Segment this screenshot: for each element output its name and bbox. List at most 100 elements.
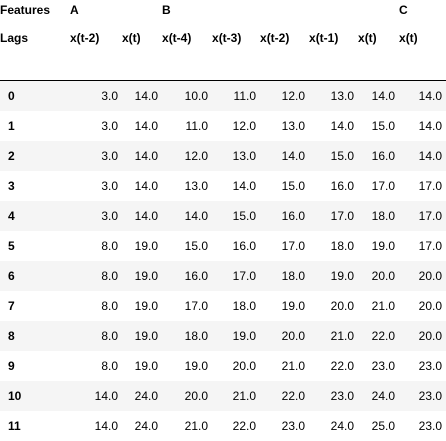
- column-header-row: Lags x(t-2) x(t) x(t-4) x(t-3) x(t-2) x(…: [0, 20, 446, 56]
- row-index: 2: [0, 141, 70, 171]
- table-cell: 8.0: [70, 351, 122, 381]
- table-cell: 17.0: [260, 231, 309, 261]
- table-cell: 20.0: [399, 261, 446, 291]
- table-cell: 13.0: [162, 171, 212, 201]
- table-cell: 24.0: [309, 411, 358, 441]
- group-header-b: B: [162, 0, 399, 20]
- table-cell: 20.0: [399, 291, 446, 321]
- table-cell: 11.0: [212, 81, 260, 112]
- table-cell: 15.0: [309, 141, 358, 171]
- table-cell: 14.0: [399, 111, 446, 141]
- table-cell: 19.0: [122, 351, 162, 381]
- table-cell: 21.0: [212, 381, 260, 411]
- table-cell: 13.0: [260, 111, 309, 141]
- table-cell: 8.0: [70, 321, 122, 351]
- table-cell: 17.0: [162, 291, 212, 321]
- table-cell: 8.0: [70, 231, 122, 261]
- index-header-lags: Lags: [0, 20, 70, 56]
- header-spacer-cell: [260, 56, 309, 81]
- table-cell: 14.0: [309, 111, 358, 141]
- table-cell: 14.0: [212, 171, 260, 201]
- row-index: 8: [0, 321, 70, 351]
- table-cell: 3.0: [70, 171, 122, 201]
- table-cell: 23.0: [309, 381, 358, 411]
- table-cell: 8.0: [70, 261, 122, 291]
- table-cell: 16.0: [260, 201, 309, 231]
- row-index: 0: [0, 81, 70, 112]
- table-cell: 17.0: [358, 171, 399, 201]
- table-cell: 23.0: [358, 351, 399, 381]
- row-index: 1: [0, 111, 70, 141]
- table-cell: 14.0: [122, 81, 162, 112]
- row-index: 5: [0, 231, 70, 261]
- table-cell: 25.0: [358, 411, 399, 441]
- table-cell: 18.0: [358, 201, 399, 231]
- table-cell: 12.0: [162, 141, 212, 171]
- table-cell: 17.0: [399, 231, 446, 261]
- column-header: x(t): [358, 20, 399, 56]
- table-cell: 12.0: [212, 111, 260, 141]
- table-cell: 19.0: [358, 231, 399, 261]
- table-cell: 16.0: [212, 231, 260, 261]
- header-spacer-cell: [212, 56, 260, 81]
- table-cell: 14.0: [70, 411, 122, 441]
- table-cell: 19.0: [162, 351, 212, 381]
- header-spacer-cell: [0, 56, 70, 81]
- table-cell: 14.0: [70, 381, 122, 411]
- table-cell: 19.0: [122, 231, 162, 261]
- table-cell: 17.0: [212, 261, 260, 291]
- column-header: x(t-2): [260, 20, 309, 56]
- table-cell: 21.0: [162, 411, 212, 441]
- table-cell: 14.0: [358, 81, 399, 112]
- table-cell: 20.0: [162, 381, 212, 411]
- table-cell: 14.0: [399, 81, 446, 112]
- table-cell: 11.0: [162, 111, 212, 141]
- header-spacer-cell: [122, 56, 162, 81]
- table-cell: 19.0: [212, 321, 260, 351]
- table-cell: 22.0: [358, 321, 399, 351]
- table-cell: 15.0: [162, 231, 212, 261]
- header-spacer-cell: [358, 56, 399, 81]
- table-cell: 20.0: [309, 291, 358, 321]
- table-cell: 17.0: [309, 201, 358, 231]
- table-cell: 19.0: [260, 291, 309, 321]
- table-cell: 23.0: [260, 411, 309, 441]
- row-index: 4: [0, 201, 70, 231]
- table-cell: 3.0: [70, 201, 122, 231]
- table-cell: 24.0: [358, 381, 399, 411]
- header-spacer-cell: [162, 56, 212, 81]
- row-index: 7: [0, 291, 70, 321]
- column-header: x(t-1): [309, 20, 358, 56]
- table-cell: 16.0: [309, 171, 358, 201]
- header-spacer-cell: [70, 56, 122, 81]
- table-cell: 19.0: [122, 321, 162, 351]
- table-cell: 23.0: [399, 381, 446, 411]
- table-cell: 15.0: [358, 111, 399, 141]
- table-cell: 20.0: [399, 321, 446, 351]
- table-cell: 14.0: [122, 141, 162, 171]
- table-cell: 14.0: [399, 141, 446, 171]
- table-header: Features A B C Lags x(t-2) x(t) x(t-4) x…: [0, 0, 446, 81]
- table-cell: 22.0: [212, 411, 260, 441]
- table-cell: 20.0: [358, 261, 399, 291]
- row-index: 10: [0, 381, 70, 411]
- table-cell: 8.0: [70, 291, 122, 321]
- column-header: x(t): [399, 20, 446, 56]
- table-cell: 19.0: [122, 291, 162, 321]
- table-cell: 22.0: [260, 381, 309, 411]
- table-cell: 19.0: [309, 261, 358, 291]
- index-header-features: Features: [0, 0, 70, 20]
- table-cell: 14.0: [260, 141, 309, 171]
- table-cell: 14.0: [122, 111, 162, 141]
- row-index: 9: [0, 351, 70, 381]
- table-cell: 18.0: [309, 231, 358, 261]
- table-cell: 21.0: [309, 321, 358, 351]
- table-cell: 17.0: [399, 201, 446, 231]
